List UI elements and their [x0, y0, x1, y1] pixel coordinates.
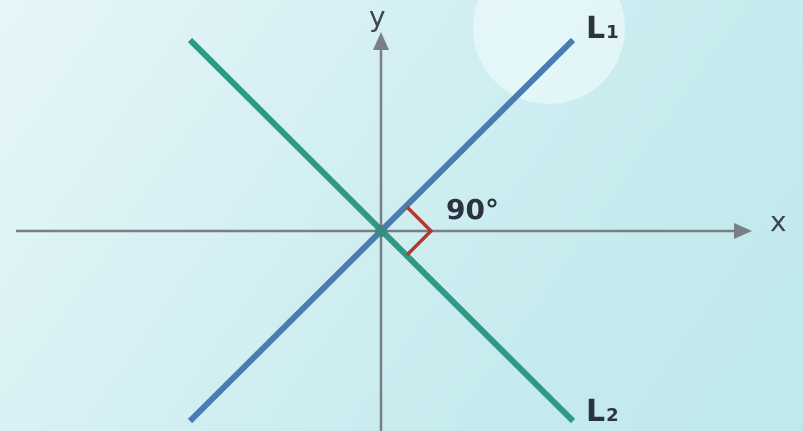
line-l1-label-name: L	[586, 11, 605, 46]
line-l2-label-subscript: 2	[606, 405, 619, 426]
line-l1-label-subscript: 1	[606, 22, 619, 43]
y-axis-arrow-icon	[373, 32, 389, 50]
line-l2-label: L2	[586, 394, 619, 429]
line-l2-label-name: L	[586, 394, 605, 429]
x-axis-arrow-icon	[734, 223, 752, 239]
intersection-point	[375, 225, 387, 237]
background-circle	[473, 0, 625, 104]
angle-label: 90°	[446, 193, 499, 226]
y-axis-label: y	[369, 0, 386, 33]
x-axis-label: x	[770, 205, 787, 238]
right-angle-marker	[405, 205, 434, 257]
line-l1-label: L1	[586, 11, 619, 46]
